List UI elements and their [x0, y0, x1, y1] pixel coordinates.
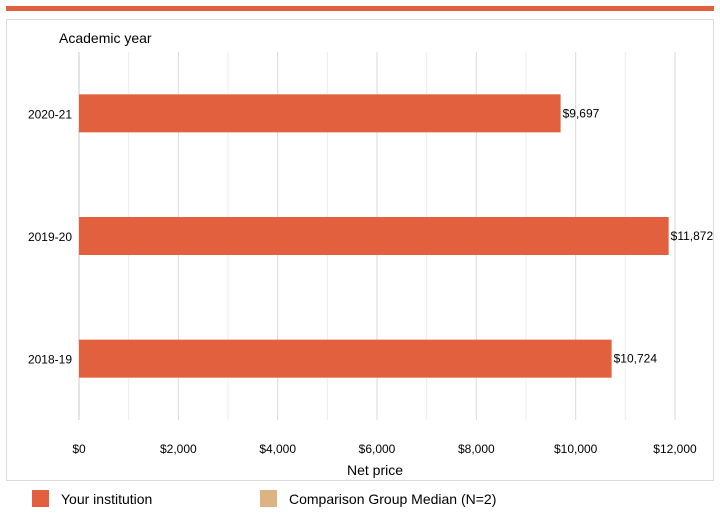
x-tick-label: $4,000: [259, 442, 296, 456]
top-accent-rule: [6, 6, 714, 11]
y-category-label: 2019-20: [28, 230, 72, 244]
legend-label: Comparison Group Median (N=2): [289, 490, 497, 507]
y-axis-categories: 2020-21 2019-20 2018-19: [28, 107, 72, 366]
bar-2018-19: [79, 339, 612, 378]
y-category-label: 2018-19: [28, 353, 72, 367]
x-tick-label: $10,000: [554, 442, 598, 456]
x-tick-label: $8,000: [458, 442, 495, 456]
chart-panel: $9,697 $11,872 $10,724 $0 $2,000 $4,000 $6,00…: [6, 19, 714, 481]
x-tick-label: $2,000: [160, 442, 197, 456]
legend-item-comparison-group: Comparison Group Median (N=2): [260, 490, 496, 507]
bar-2020-21: [79, 94, 561, 133]
legend-item-your-institution: Your institution: [32, 490, 152, 507]
legend: Your institution Comparison Group Median…: [0, 490, 720, 514]
bars: $9,697 $11,872 $10,724: [79, 94, 714, 378]
y-axis-title: Academic year: [59, 30, 152, 46]
x-tick-label: $12,000: [653, 442, 697, 456]
bar-data-label: $10,724: [614, 352, 658, 366]
y-category-label: 2020-21: [28, 107, 72, 121]
bar-data-label: $9,697: [563, 106, 600, 120]
x-axis-title: Net price: [347, 462, 403, 478]
x-tick-label: $6,000: [359, 442, 396, 456]
bar-data-label: $11,872: [671, 229, 714, 243]
x-axis-ticks: $0 $2,000 $4,000 $6,000 $8,000 $10,000 $12,000: [72, 442, 697, 456]
legend-swatch-comparison-group: [260, 490, 277, 507]
legend-label: Your institution: [61, 490, 153, 507]
x-tick-label: $0: [72, 442, 86, 456]
legend-swatch-your-institution: [32, 490, 49, 507]
bar-2019-20: [79, 217, 669, 255]
net-price-bar-chart: $9,697 $11,872 $10,724 $0 $2,000 $4,000 $6,00…: [28, 30, 714, 478]
